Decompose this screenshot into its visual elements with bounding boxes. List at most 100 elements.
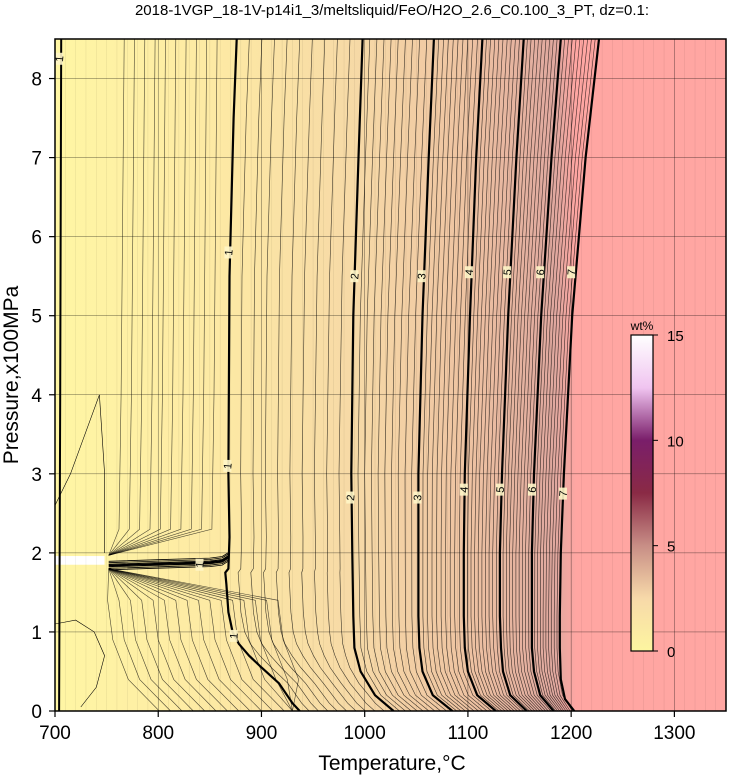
fine-contour-line	[108, 39, 125, 556]
y-tick-label: 2	[31, 544, 42, 565]
svg-text:2: 2	[345, 494, 357, 501]
grid-lines	[55, 39, 726, 711]
fine-contour-line	[108, 559, 229, 569]
fine-contour-line	[108, 568, 293, 711]
x-tick-label: 1100	[447, 723, 488, 744]
fine-contour-line	[55, 619, 105, 708]
chart-title: 2018-1VGP_18-1V-p14i1_3/meltsliquid/FeO/…	[135, 2, 649, 19]
contour-label-6: 6	[535, 266, 547, 279]
fine-contour-line	[108, 568, 274, 711]
contour-label-5: 5	[502, 266, 514, 279]
contour-label-7: 7	[558, 487, 570, 500]
x-tick-label: 700	[39, 723, 71, 744]
plot-area: 1 1 1 1 1 2 2 3 3 4 4 5 5 6 6 7 7	[54, 39, 726, 711]
svg-text:6: 6	[535, 269, 547, 276]
fine-contour-line	[108, 555, 229, 565]
svg-text:4: 4	[464, 269, 476, 276]
contour-label-1: 1	[194, 558, 207, 571]
contour-label-1: 1	[228, 629, 241, 642]
x-tick-label: 1200	[550, 723, 592, 744]
fine-contour-line	[263, 39, 329, 711]
svg-text:5: 5	[495, 486, 507, 493]
colorbar-ticks: 0 5 10 15	[653, 328, 684, 661]
fine-contour-line	[250, 39, 319, 711]
fine-contour-line	[108, 39, 207, 556]
fine-contour-line	[108, 39, 135, 556]
contour-label-4: 4	[459, 483, 471, 496]
fine-contour-line	[314, 39, 366, 711]
colorbar-tick-label: 15	[667, 328, 684, 345]
svg-text:2: 2	[349, 273, 361, 280]
y-tick-label: 4	[31, 386, 42, 407]
fine-contour-line	[108, 39, 166, 556]
svg-text:7: 7	[566, 269, 578, 276]
x-tick-label: 800	[142, 723, 174, 744]
fine-contour-line	[237, 39, 310, 711]
fine-contour-line	[108, 568, 299, 711]
x-axis-ticks: 700 800 900 1000 1100 1200 1300	[39, 711, 696, 744]
fine-contour-line	[108, 568, 240, 711]
fine-contour-line	[108, 560, 229, 571]
fine-contour-line	[108, 39, 156, 556]
svg-text:5: 5	[502, 269, 514, 276]
fine-contour-line	[108, 568, 228, 711]
fine-contour-line	[108, 39, 197, 556]
svg-text:1: 1	[194, 561, 206, 568]
x-tick-label: 900	[246, 723, 278, 744]
y-tick-label: 0	[31, 702, 42, 723]
colorbar: wt% 0 5 10 15	[630, 319, 684, 661]
fine-contour-line	[108, 552, 229, 562]
svg-text:3: 3	[412, 494, 424, 501]
fine-contour-line	[108, 568, 293, 711]
fine-contour-line	[108, 568, 262, 711]
contour-label-7: 7	[566, 266, 578, 279]
fine-contour-line	[108, 553, 229, 564]
y-axis-ticks: 0 1 2 3 4 5 6 7 8	[31, 70, 55, 723]
contour-labels: 1 1 1 1 1 2 2 3 3 4 4 5 5 6 6 7 7	[54, 52, 578, 642]
svg-text:7: 7	[558, 490, 570, 497]
contour-label-1: 1	[223, 246, 236, 259]
plot-frame	[54, 38, 727, 712]
y-axis-label: Pressure,x100MPa	[0, 285, 23, 464]
svg-text:1: 1	[222, 462, 234, 469]
fine-contour-line	[108, 568, 194, 711]
colorbar-tick-label: 0	[667, 644, 675, 661]
fine-contour-line	[107, 568, 160, 711]
fine-contour-line	[326, 39, 375, 711]
contour-label-2: 2	[349, 270, 362, 283]
contour-label-5: 5	[495, 483, 507, 496]
colorbar-tick-label: 5	[667, 539, 675, 556]
y-tick-label: 6	[31, 228, 42, 249]
fine-contour-line	[108, 39, 187, 556]
svg-text:1: 1	[228, 632, 240, 639]
x-tick-label: 1300	[653, 723, 695, 744]
fine-contour-line	[288, 39, 347, 711]
contour-label-3: 3	[416, 270, 429, 283]
fine-contour-line	[301, 39, 357, 711]
contour-label-3: 3	[412, 491, 425, 504]
heatmap-field	[55, 39, 726, 711]
svg-text:1: 1	[54, 55, 66, 62]
fine-contour-line	[108, 568, 217, 711]
contour-label-4: 4	[464, 266, 476, 279]
contour-label-1: 1	[54, 52, 66, 65]
fine-contour-line	[108, 568, 171, 711]
fine-contour-line	[108, 568, 293, 711]
x-axis-label: Temperature,°C	[318, 752, 465, 775]
fine-contour-line	[108, 39, 177, 556]
contour-label-1: 1	[222, 459, 235, 472]
fine-contour-line	[108, 568, 251, 711]
white-gap-band	[55, 556, 105, 565]
svg-text:1: 1	[223, 249, 235, 256]
y-tick-label: 7	[31, 149, 42, 170]
y-tick-label: 8	[31, 70, 42, 91]
fine-contour-line	[108, 568, 183, 711]
svg-text:4: 4	[459, 486, 471, 493]
colorbar-unit: wt%	[630, 319, 654, 333]
major-contour-bundle	[108, 555, 229, 567]
contour-label-6: 6	[527, 483, 539, 496]
fine-contour-line	[338, 39, 385, 711]
major-contour-1	[224, 39, 301, 711]
fine-contour-line	[108, 39, 218, 556]
